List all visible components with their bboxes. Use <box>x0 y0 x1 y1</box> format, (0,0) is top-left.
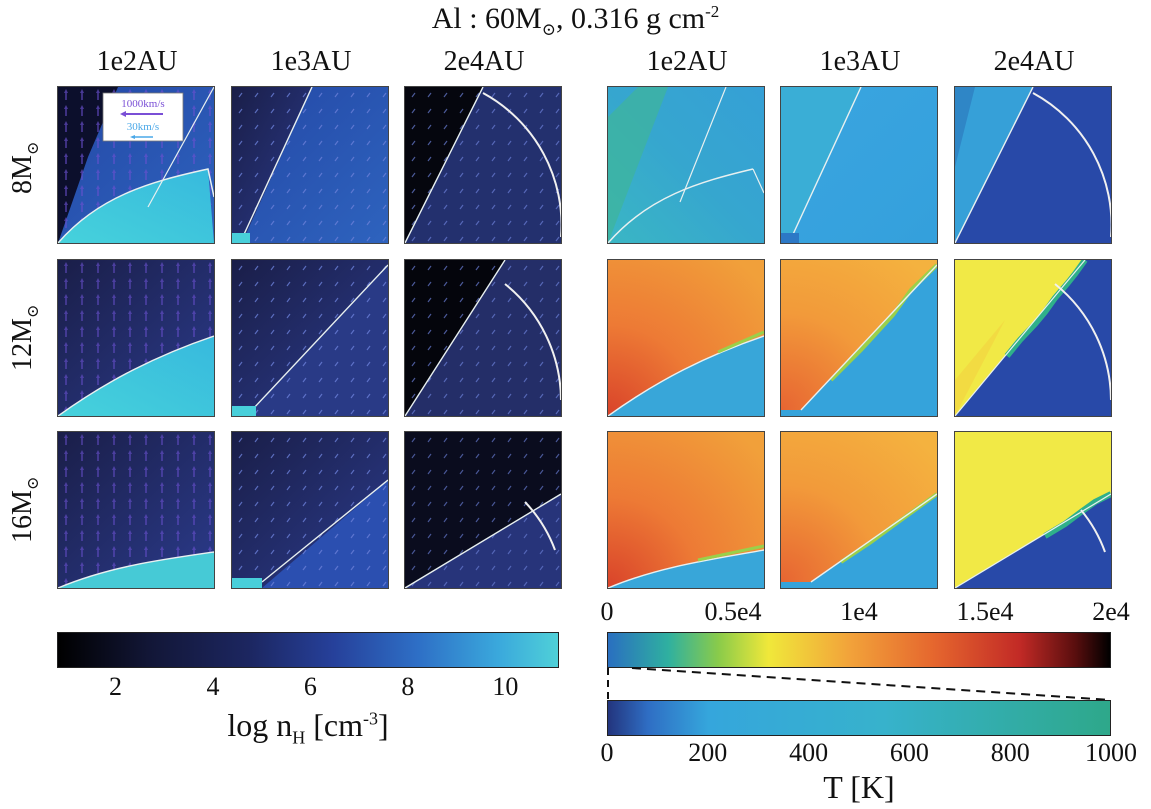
temperature-hot-tick-1: 0.5e4 <box>704 597 762 626</box>
density-tick-4: 10 <box>492 672 519 701</box>
density-tick-2: 6 <box>303 672 317 701</box>
temperature-cold-tick-1: 200 <box>688 738 728 767</box>
column-label-3: 2e4AU <box>443 46 525 77</box>
temperature-panel-8msun-2e4au <box>954 86 1112 244</box>
temperature-cold-tick-5: 1000 <box>1085 738 1137 767</box>
temperature-panel-16msun-1e2au <box>607 431 765 589</box>
column-label-6: 2e4AU <box>993 46 1075 77</box>
temperature-panel-16msun-2e4au <box>954 431 1112 589</box>
temperature-cold-tick-0: 0 <box>600 738 614 767</box>
temperature-colorbar-label: T [K] <box>823 769 895 805</box>
density-tick-3: 8 <box>401 672 415 701</box>
row-label-8msun: 8M⊙ <box>7 141 42 194</box>
density-panel-8msun-1e2au: 1000km/s 30km/s <box>57 86 215 244</box>
temperature-panel-12msun-1e2au <box>607 259 765 417</box>
temperature-panel-16msun-1e3au <box>780 431 938 589</box>
column-label-5: 1e3AU <box>819 46 901 77</box>
temperature-hot-tick-2: 1e4 <box>840 597 878 626</box>
temperature-hot-tick-4: 2e4 <box>1092 597 1130 626</box>
temperature-colorbar-cold <box>607 700 1111 736</box>
density-panel-8msun-2e4au <box>404 86 562 244</box>
temperature-cold-tick-4: 800 <box>990 738 1030 767</box>
density-panel-16msun-1e3au <box>231 431 389 589</box>
temperature-hot-tick-0: 0 <box>600 597 614 626</box>
density-panel-12msun-1e2au <box>57 259 215 417</box>
temperature-colorbar-hot <box>607 632 1111 668</box>
temperature-cold-tick-3: 600 <box>889 738 929 767</box>
temperature-panel-12msun-2e4au <box>954 259 1112 417</box>
density-tick-1: 4 <box>206 672 220 701</box>
row-label-16msun: 16M⊙ <box>7 476 42 543</box>
temperature-panel-12msun-1e3au <box>780 259 938 417</box>
legend-arrow-label-fast: 1000km/s <box>121 98 164 110</box>
density-panel-12msun-1e3au <box>231 259 389 417</box>
density-tick-0: 2 <box>108 672 122 701</box>
legend-arrow-label-slow: 30km/s <box>127 121 159 133</box>
density-panel-8msun-1e3au <box>231 86 389 244</box>
temperature-hot-tick-3: 1.5e4 <box>956 597 1014 626</box>
column-label-4: 1e2AU <box>646 46 728 77</box>
column-label-1: 1e2AU <box>96 46 178 77</box>
column-label-2: 1e3AU <box>270 46 352 77</box>
density-colorbar-label: log nH [cm-3] <box>227 707 389 748</box>
row-label-12msun: 12M⊙ <box>7 304 42 371</box>
figure-title: Al : 60M⊙, 0.316 g cm-2 <box>431 2 720 39</box>
density-panel-16msun-1e2au <box>57 431 215 589</box>
density-colorbar <box>57 632 559 668</box>
colorbar-zoom-connector <box>607 667 1111 701</box>
density-panel-16msun-2e4au <box>404 431 562 589</box>
density-panel-12msun-2e4au <box>404 259 562 417</box>
temperature-panel-8msun-1e2au <box>607 86 765 244</box>
temperature-cold-tick-2: 400 <box>789 738 829 767</box>
temperature-panel-8msun-1e3au <box>780 86 938 244</box>
